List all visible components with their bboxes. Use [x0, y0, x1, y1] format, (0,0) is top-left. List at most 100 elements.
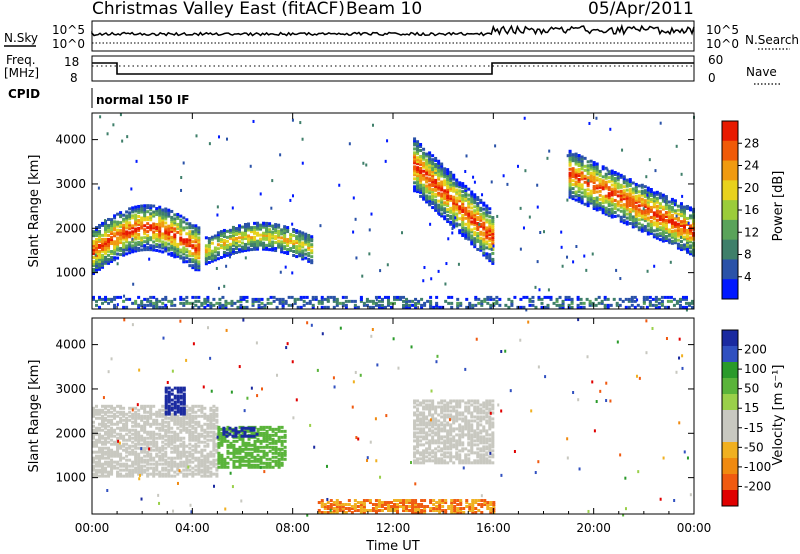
velocity-cell	[467, 459, 471, 463]
power-cell	[230, 303, 234, 307]
velocity-cell	[101, 410, 105, 414]
velocity-cell	[161, 408, 165, 412]
power-cell	[182, 242, 186, 246]
velocity-cell	[203, 444, 207, 448]
velocity-cell	[134, 406, 138, 410]
power-cell	[295, 231, 299, 235]
velocity-cell	[167, 428, 171, 432]
velocity-cell	[419, 457, 423, 461]
power-cell	[543, 305, 547, 309]
power-cell	[664, 195, 668, 199]
power-cell	[119, 231, 123, 235]
power-cell	[691, 237, 695, 241]
power-cell	[613, 184, 617, 188]
velocity-cell	[467, 411, 471, 415]
power-cell	[146, 238, 150, 242]
velocity-cell	[176, 450, 180, 454]
power-cell	[290, 303, 294, 307]
velocity-cell	[164, 396, 168, 400]
power-cell	[670, 209, 674, 213]
velocity-cell	[128, 418, 132, 422]
power-cell	[498, 303, 502, 307]
power-cell	[485, 206, 489, 210]
power-cell	[197, 299, 201, 303]
power-cell	[465, 305, 469, 309]
velocity-cell	[437, 425, 441, 429]
velocity-cell	[440, 409, 444, 413]
velocity-cell	[461, 433, 465, 437]
power-cell	[419, 188, 423, 192]
power-cell	[155, 248, 159, 252]
power-cell	[292, 228, 296, 232]
power-cell	[257, 299, 261, 303]
power-cell	[467, 201, 471, 205]
velocity-cell	[122, 412, 126, 416]
power-cell	[455, 184, 459, 188]
power-cell	[194, 246, 198, 250]
power-cell	[604, 210, 608, 214]
velocity-cell	[228, 432, 232, 436]
velocity-cell	[265, 435, 269, 439]
velocity-cell	[446, 435, 450, 439]
velocity-cell	[479, 409, 483, 413]
power-cell	[473, 209, 477, 213]
velocity-cell	[176, 408, 180, 412]
power-cell	[672, 303, 676, 307]
power-cell	[625, 208, 629, 212]
velocity-cell	[176, 416, 180, 420]
power-cell	[428, 153, 432, 157]
power-cell	[149, 299, 153, 303]
velocity-cell	[482, 453, 486, 457]
velocity-cell	[125, 424, 129, 428]
power-cell	[265, 229, 269, 233]
power-cell	[256, 227, 260, 231]
velocity-cell	[212, 422, 216, 426]
velocity-cell	[274, 449, 278, 453]
power-cell	[645, 305, 649, 309]
power-cell	[149, 301, 153, 305]
power-cell	[592, 165, 596, 169]
velocity-cell	[217, 457, 221, 461]
power-cell	[98, 249, 102, 253]
velocity-cell	[107, 408, 111, 412]
velocity-cell	[104, 474, 108, 478]
power-cell	[688, 240, 692, 244]
power-cell	[353, 299, 357, 303]
power-cell	[210, 259, 214, 263]
power-cell	[368, 228, 371, 232]
power-cell	[308, 299, 312, 303]
power-cell	[95, 232, 99, 236]
power-cell	[216, 251, 220, 255]
velocity-cell	[137, 434, 141, 438]
velocity-cell	[470, 419, 474, 423]
power-cell	[134, 227, 138, 231]
power-cell	[640, 227, 644, 231]
velocity-cell	[413, 401, 417, 405]
velocity-cell	[241, 431, 245, 435]
power-cell	[491, 224, 495, 228]
power-cell	[558, 295, 562, 299]
power-cell	[262, 235, 266, 239]
power-cell	[646, 269, 649, 273]
velocity-cell	[247, 437, 251, 441]
power-cell	[456, 303, 460, 307]
power-cell	[137, 218, 141, 222]
velocity-cell	[125, 450, 129, 454]
power-cell	[104, 219, 107, 223]
power-cell	[247, 226, 251, 230]
velocity-cell	[104, 436, 108, 440]
power-cell	[179, 256, 183, 260]
power-cell	[308, 301, 312, 305]
power-cell	[579, 305, 583, 309]
velocity-cell	[452, 409, 456, 413]
velocity-cell	[116, 420, 120, 424]
velocity-cell	[131, 428, 135, 432]
power-cell	[116, 244, 120, 248]
velocity-cell	[140, 442, 144, 446]
power-cell	[256, 245, 260, 249]
velocity-cell	[488, 427, 492, 431]
velocity-cell	[182, 400, 186, 404]
power-cell	[422, 193, 426, 197]
velocity-cell	[185, 458, 189, 462]
power-cell	[437, 169, 441, 173]
